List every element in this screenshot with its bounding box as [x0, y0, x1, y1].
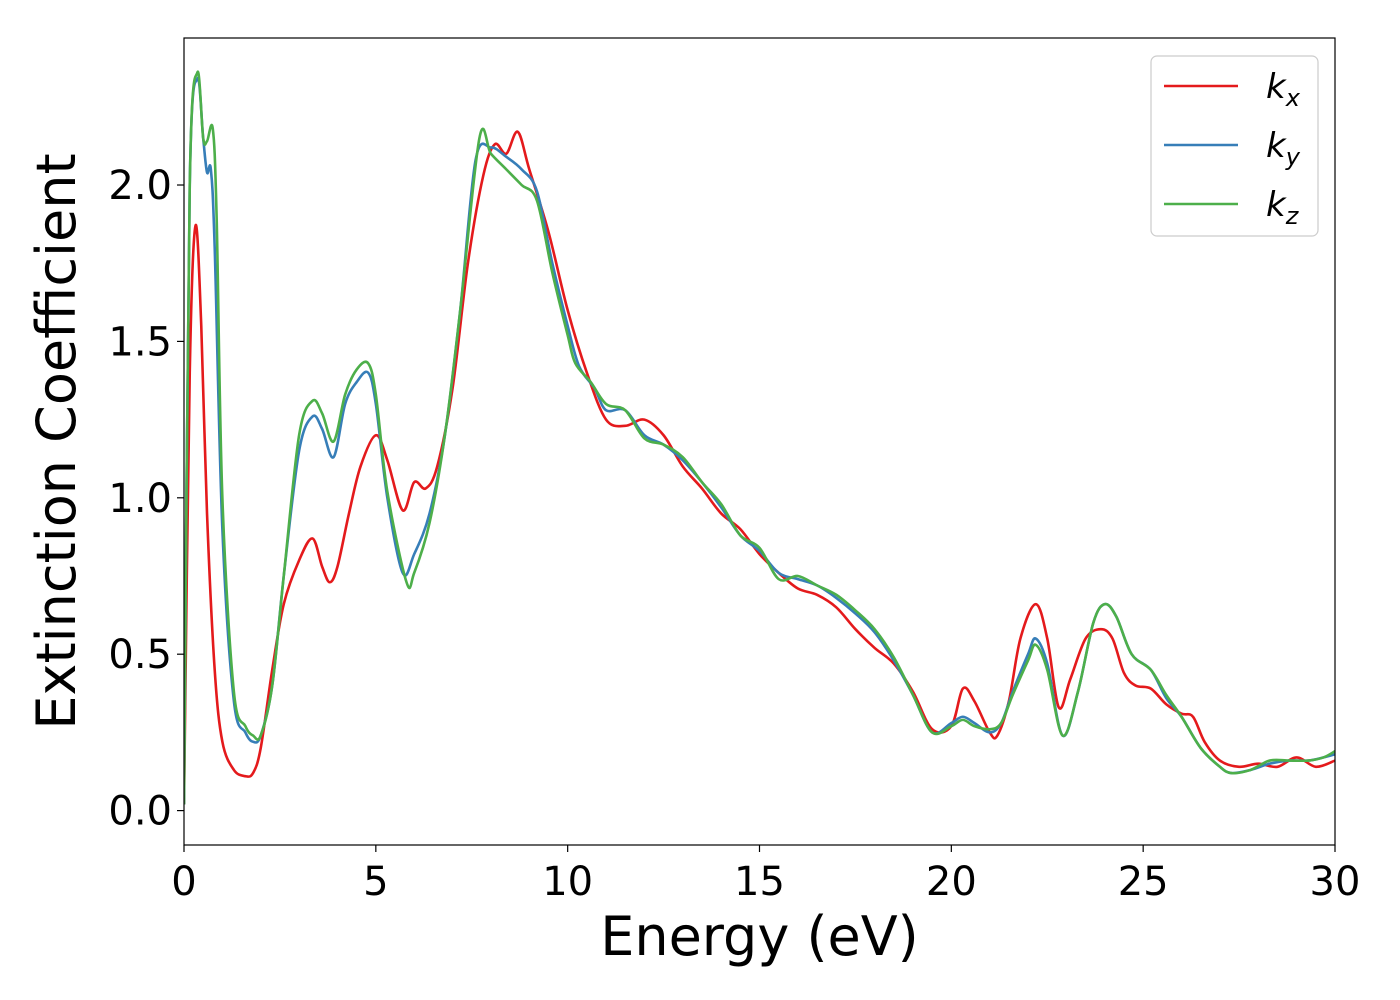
- x-tick-label: 10: [542, 859, 593, 905]
- x-tick-label: 15: [734, 859, 785, 905]
- legend-label-kz: kz: [1266, 185, 1300, 230]
- x-tick-label: 25: [1118, 859, 1169, 905]
- x-axis: 0 5 10 15 20 25 30: [171, 845, 1360, 905]
- y-tick-label: 2.0: [108, 163, 172, 209]
- y-tick-label: 0.0: [108, 789, 172, 835]
- y-tick-label: 0.5: [108, 632, 172, 678]
- series-line-kx: [184, 130, 1335, 805]
- x-tick-label: 0: [171, 859, 196, 905]
- legend-label-kx: kx: [1266, 67, 1301, 112]
- y-tick-label: 1.0: [108, 476, 172, 522]
- series-layer: [184, 70, 1335, 805]
- x-tick-label: 30: [1310, 859, 1361, 905]
- legend-label-ky: ky: [1266, 126, 1301, 171]
- x-tick-label: 20: [926, 859, 977, 905]
- legend: kx ky kz: [1150, 55, 1319, 237]
- y-tick-label: 1.5: [108, 319, 172, 365]
- x-tick-label: 5: [363, 859, 388, 905]
- series-line-kz: [184, 70, 1335, 805]
- y-axis-title: Extinction Coefficient: [25, 153, 88, 729]
- x-axis-title: Energy (eV): [600, 905, 919, 968]
- y-axis: 0.0 0.5 1.0 1.5 2.0: [108, 163, 184, 835]
